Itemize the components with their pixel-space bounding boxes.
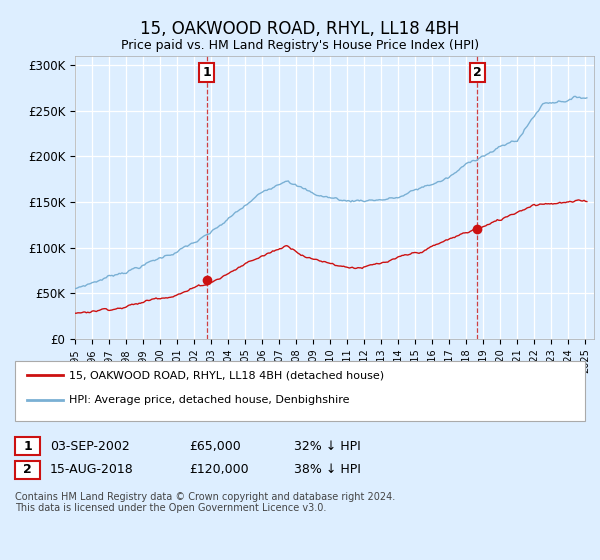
Text: 32% ↓ HPI: 32% ↓ HPI	[294, 440, 361, 453]
Text: 15, OAKWOOD ROAD, RHYL, LL18 4BH: 15, OAKWOOD ROAD, RHYL, LL18 4BH	[140, 20, 460, 38]
Text: 03-SEP-2002: 03-SEP-2002	[50, 440, 130, 453]
Text: 1: 1	[203, 66, 211, 79]
Text: £120,000: £120,000	[189, 463, 248, 477]
Text: 2: 2	[23, 463, 32, 477]
Text: 1: 1	[23, 440, 32, 453]
Text: HPI: Average price, detached house, Denbighshire: HPI: Average price, detached house, Denb…	[69, 395, 349, 405]
Text: 15-AUG-2018: 15-AUG-2018	[50, 463, 134, 477]
Text: Price paid vs. HM Land Registry's House Price Index (HPI): Price paid vs. HM Land Registry's House …	[121, 39, 479, 52]
Text: 15, OAKWOOD ROAD, RHYL, LL18 4BH (detached house): 15, OAKWOOD ROAD, RHYL, LL18 4BH (detach…	[69, 370, 384, 380]
Text: £65,000: £65,000	[189, 440, 241, 453]
Text: 2: 2	[473, 66, 481, 79]
Text: Contains HM Land Registry data © Crown copyright and database right 2024.
This d: Contains HM Land Registry data © Crown c…	[15, 492, 395, 514]
Text: 38% ↓ HPI: 38% ↓ HPI	[294, 463, 361, 477]
